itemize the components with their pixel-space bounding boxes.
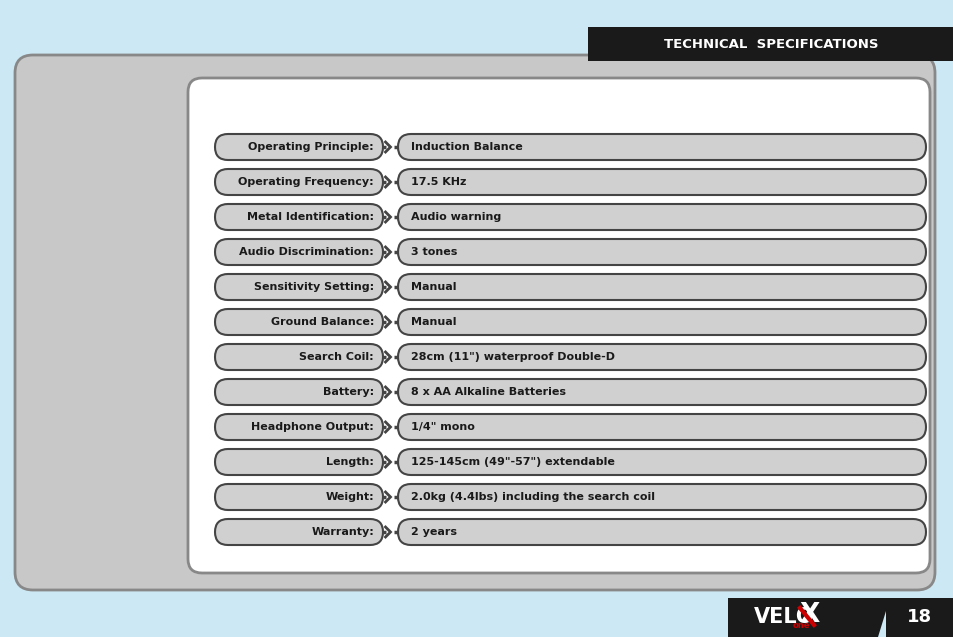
Text: Ground Balance:: Ground Balance: [271, 317, 374, 327]
Text: Manual: Manual [411, 282, 456, 292]
Text: 125-145cm (49"-57") extendable: 125-145cm (49"-57") extendable [411, 457, 615, 467]
FancyBboxPatch shape [214, 519, 382, 545]
Text: TECHNICAL  SPECIFICATIONS: TECHNICAL SPECIFICATIONS [663, 38, 878, 50]
FancyBboxPatch shape [397, 379, 925, 405]
FancyBboxPatch shape [214, 414, 382, 440]
Polygon shape [727, 598, 877, 637]
Text: VELO: VELO [753, 607, 814, 627]
FancyBboxPatch shape [214, 274, 382, 300]
FancyBboxPatch shape [214, 134, 382, 160]
Text: Audio Discrimination:: Audio Discrimination: [239, 247, 374, 257]
Polygon shape [853, 598, 889, 637]
Text: Battery:: Battery: [322, 387, 374, 397]
FancyBboxPatch shape [397, 414, 925, 440]
Text: Operating Frequency:: Operating Frequency: [238, 177, 374, 187]
FancyBboxPatch shape [214, 344, 382, 370]
FancyBboxPatch shape [397, 484, 925, 510]
Text: Manual: Manual [411, 317, 456, 327]
FancyBboxPatch shape [397, 169, 925, 195]
FancyBboxPatch shape [214, 309, 382, 335]
Text: Weight:: Weight: [325, 492, 374, 502]
FancyBboxPatch shape [397, 134, 925, 160]
FancyBboxPatch shape [214, 239, 382, 265]
Text: Sensitivity Setting:: Sensitivity Setting: [253, 282, 374, 292]
Text: 18: 18 [906, 608, 932, 626]
FancyBboxPatch shape [214, 204, 382, 230]
FancyBboxPatch shape [214, 449, 382, 475]
Polygon shape [885, 598, 953, 637]
Text: Headphone Output:: Headphone Output: [251, 422, 374, 432]
Text: Induction Balance: Induction Balance [411, 142, 522, 152]
Text: X: X [800, 602, 820, 628]
FancyBboxPatch shape [397, 309, 925, 335]
Text: Length:: Length: [326, 457, 374, 467]
Text: Search Coil:: Search Coil: [299, 352, 374, 362]
FancyBboxPatch shape [397, 519, 925, 545]
Text: Audio warning: Audio warning [411, 212, 500, 222]
Text: one: one [792, 620, 810, 629]
Text: 2 years: 2 years [411, 527, 456, 537]
Text: 17.5 KHz: 17.5 KHz [411, 177, 466, 187]
FancyBboxPatch shape [188, 78, 929, 573]
FancyBboxPatch shape [397, 449, 925, 475]
Text: 3 tones: 3 tones [411, 247, 456, 257]
FancyBboxPatch shape [15, 55, 934, 590]
FancyBboxPatch shape [214, 169, 382, 195]
Text: 2.0kg (4.4lbs) including the search coil: 2.0kg (4.4lbs) including the search coil [411, 492, 655, 502]
FancyBboxPatch shape [214, 484, 382, 510]
Text: Warranty:: Warranty: [311, 527, 374, 537]
FancyBboxPatch shape [214, 379, 382, 405]
FancyBboxPatch shape [397, 344, 925, 370]
Text: 1/4" mono: 1/4" mono [411, 422, 475, 432]
Text: 28cm (11") waterproof Double-D: 28cm (11") waterproof Double-D [411, 352, 615, 362]
FancyBboxPatch shape [397, 204, 925, 230]
FancyBboxPatch shape [397, 239, 925, 265]
FancyBboxPatch shape [397, 274, 925, 300]
FancyBboxPatch shape [587, 27, 953, 61]
Text: Operating Principle:: Operating Principle: [248, 142, 374, 152]
Text: Metal Identification:: Metal Identification: [247, 212, 374, 222]
Text: 8 x AA Alkaline Batteries: 8 x AA Alkaline Batteries [411, 387, 565, 397]
